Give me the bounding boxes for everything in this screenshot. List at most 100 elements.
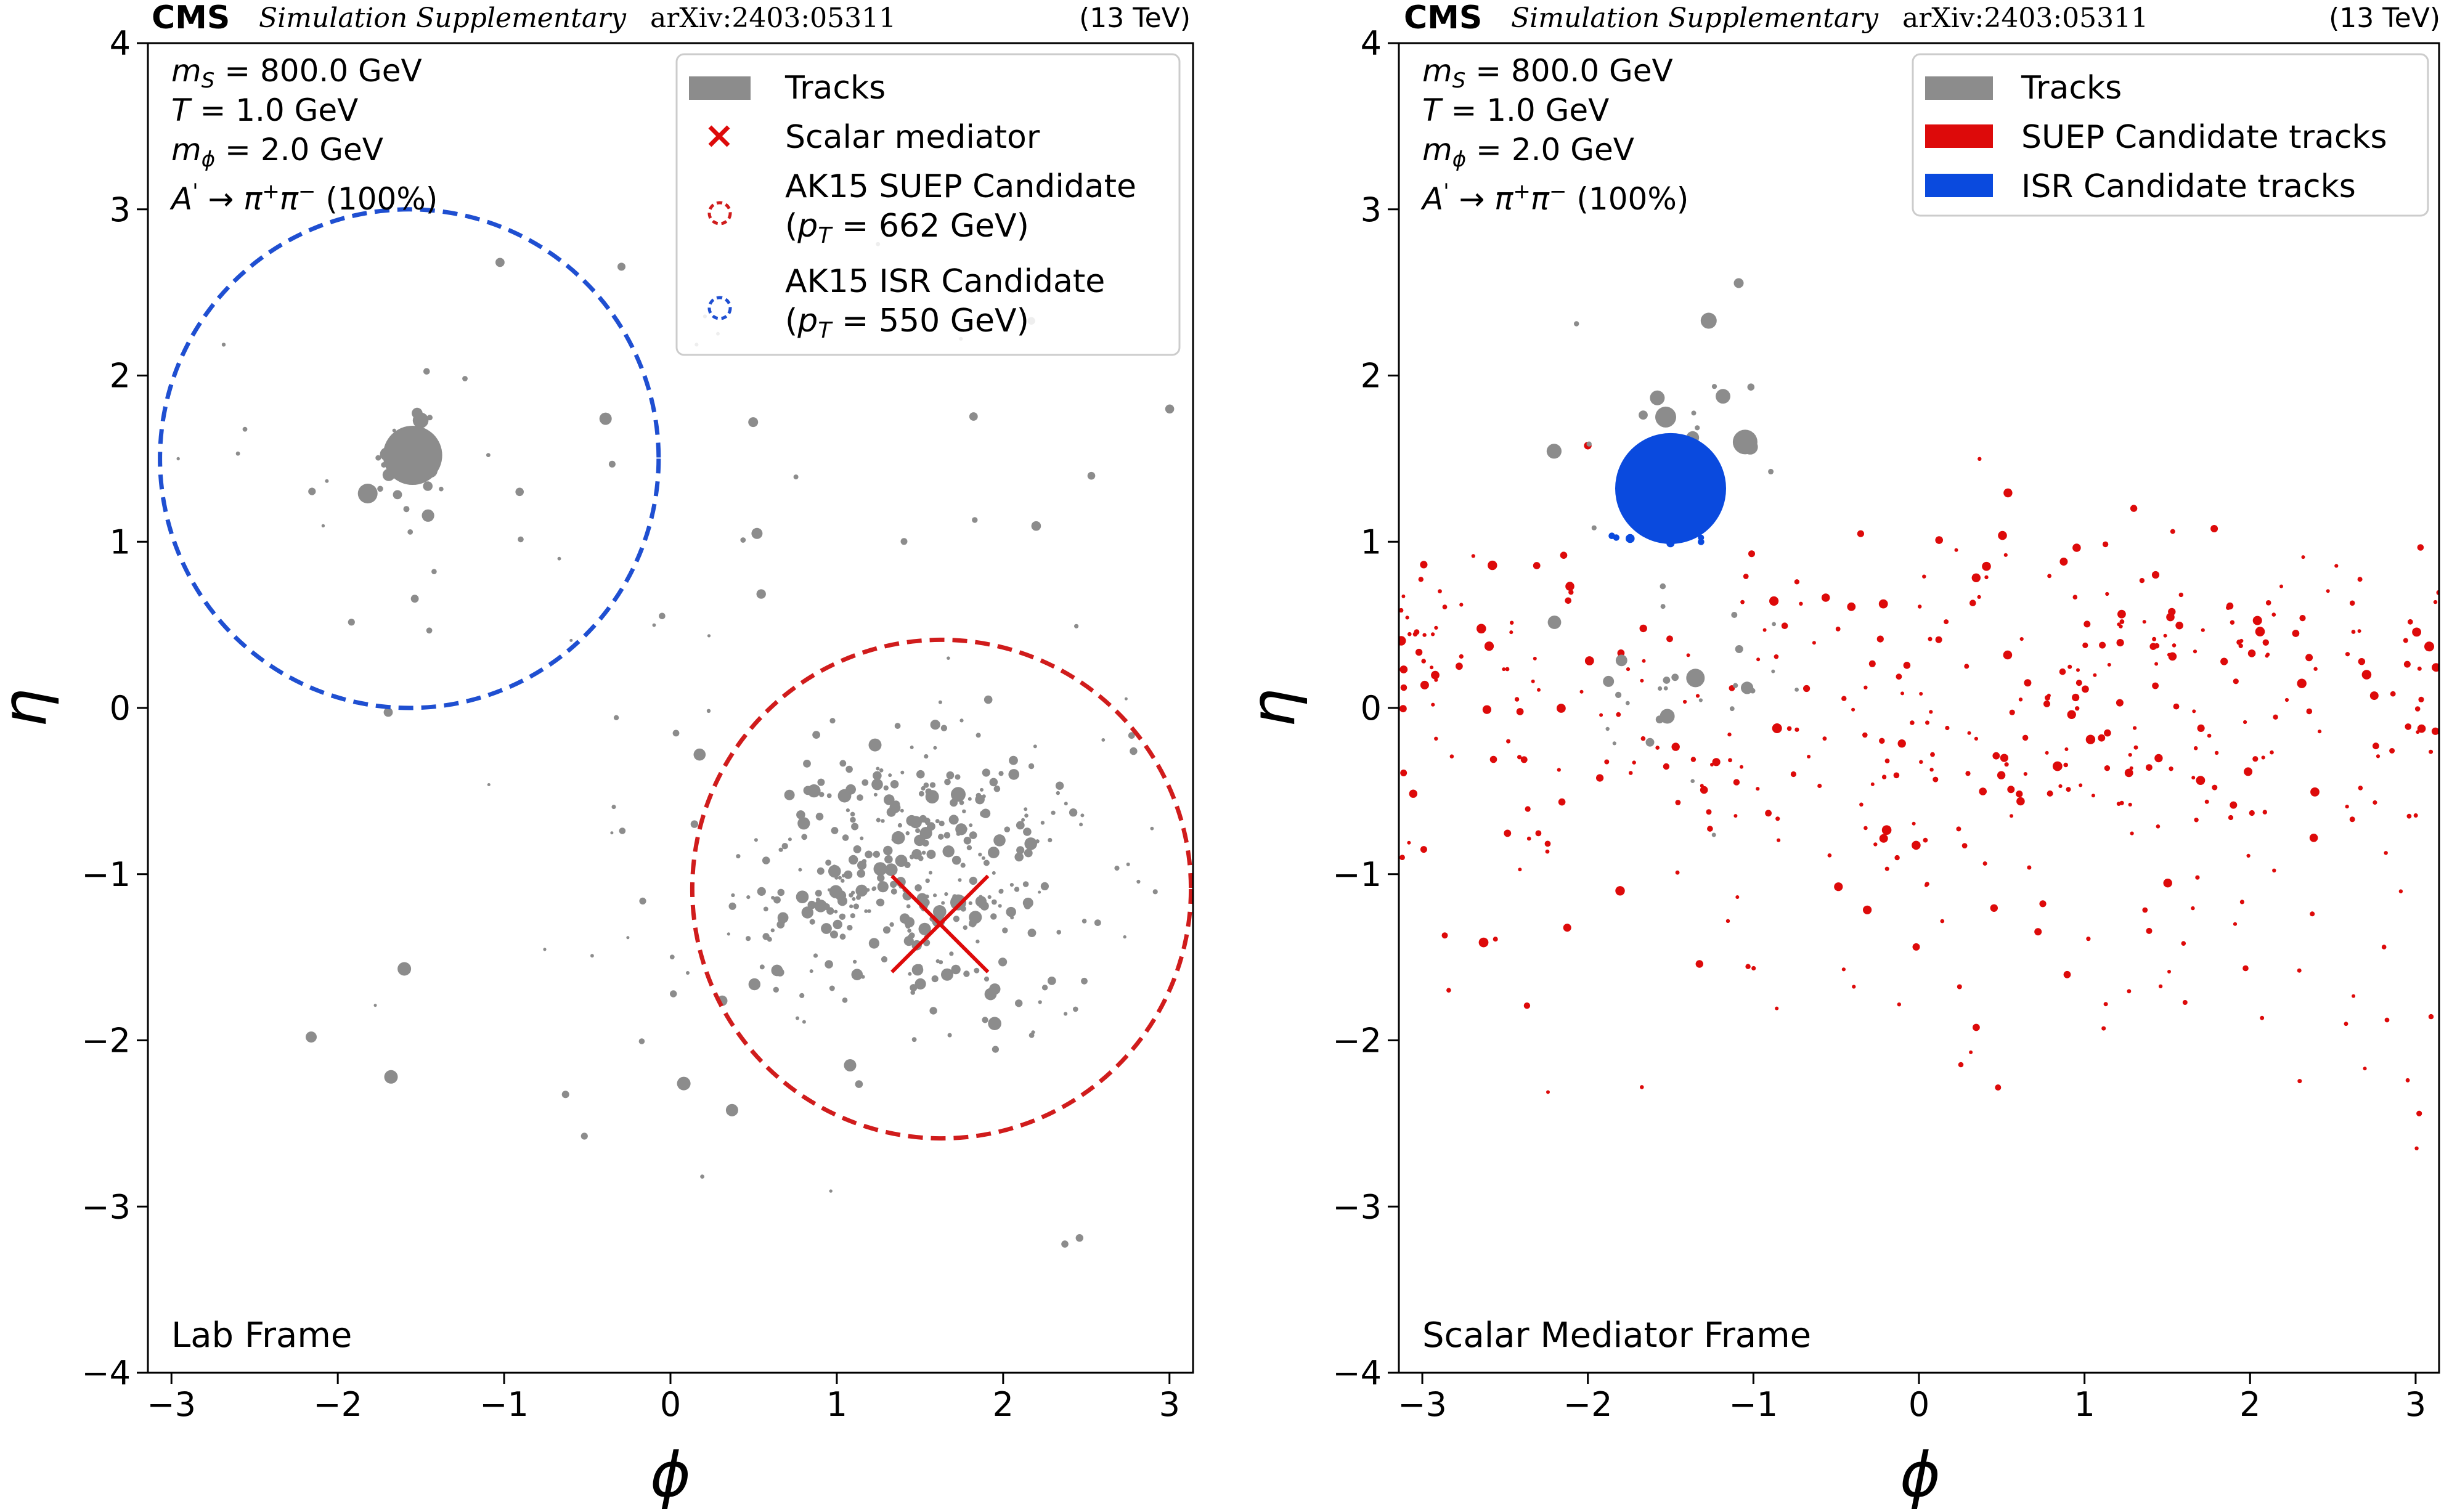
suep-candidate-track xyxy=(2373,800,2377,805)
track-point xyxy=(423,368,430,375)
track-point xyxy=(801,906,814,919)
x-axis: −3 −2 −1 0 1 2 3 xyxy=(147,1373,1180,1424)
track-point xyxy=(1022,881,1029,887)
suep-candidate-track xyxy=(2045,750,2049,755)
suep-candidate-track xyxy=(1414,629,1420,635)
suep-candidate-track xyxy=(1615,886,1625,896)
track-point xyxy=(1021,818,1025,822)
suep-candidate-track xyxy=(1868,660,1876,667)
suep-candidate-track xyxy=(2019,637,2024,641)
suep-candidate-track xyxy=(2249,810,2255,816)
track-point xyxy=(850,890,855,895)
suep-candidate-track xyxy=(2228,815,2234,821)
suep-candidate-track xyxy=(2326,589,2330,593)
track-point xyxy=(868,738,882,752)
suep-candidate-track xyxy=(2310,787,2320,797)
suep-candidate-track xyxy=(2260,1015,2265,1020)
legend-tracks-swatch xyxy=(1925,76,1993,100)
track-point xyxy=(383,707,393,717)
track-point xyxy=(829,1189,833,1193)
suep-candidate-track xyxy=(2416,730,2420,734)
suep-candidate-track xyxy=(1509,630,1513,635)
suep-candidate-track xyxy=(2043,700,2050,707)
suep-candidate-track xyxy=(1640,1085,1644,1089)
suep-candidate-track xyxy=(2139,578,2145,583)
suep-candidate-track xyxy=(1434,678,1438,682)
y-tick-label: 3 xyxy=(110,190,131,229)
track-point xyxy=(1605,726,1610,731)
track-point xyxy=(963,970,970,977)
track-point xyxy=(321,524,325,527)
info-ms: mS = 800.0 GeV xyxy=(171,53,422,93)
suep-candidate-track xyxy=(2433,600,2438,604)
suep-candidate-track xyxy=(2363,1067,2367,1071)
suep-candidate-track xyxy=(1935,536,1943,544)
track-point xyxy=(993,785,1001,792)
track-point xyxy=(837,876,842,880)
track-point xyxy=(967,797,972,801)
track-point xyxy=(773,896,781,904)
suep-candidate-track xyxy=(1558,798,1566,806)
y-tick-label: −2 xyxy=(1332,1022,1382,1060)
track-point xyxy=(951,964,961,975)
x-tick-label: 2 xyxy=(2239,1385,2260,1424)
track-point xyxy=(619,827,626,834)
suep-candidate-track xyxy=(1666,635,1673,643)
legend-isr-label: AK15 ISR Candidate xyxy=(785,263,1105,300)
track-point xyxy=(933,746,937,750)
track-point xyxy=(857,860,867,870)
info-decay: A' → π+π− (100%) xyxy=(169,179,438,217)
track-point xyxy=(980,901,989,911)
suep-candidate-track xyxy=(2358,786,2363,791)
suep-candidate-track xyxy=(1803,685,1811,693)
track-point xyxy=(853,903,860,909)
suep-candidate-track xyxy=(2058,784,2063,788)
track-point xyxy=(855,1080,863,1088)
suep-candidate-track xyxy=(2163,633,2167,638)
suep-candidate-track xyxy=(1604,759,1610,765)
suep-candidate-track xyxy=(2246,853,2251,858)
suep-candidate-track xyxy=(1504,829,1512,837)
track-point xyxy=(1165,404,1175,414)
suep-candidate-track xyxy=(1400,684,1407,691)
track-point xyxy=(659,612,666,620)
suep-candidate-track xyxy=(1847,602,1856,611)
track-point xyxy=(626,936,630,940)
info-t: T = 1.0 GeV xyxy=(1422,92,1609,128)
legend-suep-circle-icon xyxy=(707,201,732,226)
track-point xyxy=(923,782,929,788)
track-point xyxy=(849,855,858,865)
suep-candidate-track xyxy=(1700,784,1704,788)
suep-candidate-track xyxy=(1923,837,1928,843)
suep-candidate-track xyxy=(2406,813,2412,819)
track-point xyxy=(1612,741,1616,746)
track-point xyxy=(939,820,945,827)
track-point xyxy=(652,623,656,627)
suep-candidate-track xyxy=(1971,573,1981,582)
track-point xyxy=(988,1017,1001,1030)
track-point xyxy=(990,913,997,920)
suep-candidate-track xyxy=(1489,755,1497,763)
track-point xyxy=(943,832,951,839)
isr-candidate-track xyxy=(1615,433,1726,544)
track-point xyxy=(976,792,982,799)
legend: Tracks SUEP Candidate tracks ISR Candida… xyxy=(1912,53,2429,217)
suep-candidate-track xyxy=(2091,794,2095,798)
suep-candidate-track xyxy=(2414,706,2421,712)
y-tick-label: 2 xyxy=(1361,357,1382,396)
track-point xyxy=(1024,902,1032,909)
suep-candidate-track xyxy=(2424,641,2434,652)
track-point xyxy=(873,792,878,797)
track-point xyxy=(462,376,468,381)
track-point xyxy=(1660,709,1675,724)
track-point xyxy=(921,786,926,791)
suep-candidate-track xyxy=(1478,937,1489,948)
track-point xyxy=(949,951,954,956)
track-point xyxy=(830,930,838,939)
suep-candidate-track xyxy=(1640,736,1646,741)
y-tick-label: −2 xyxy=(81,1022,131,1060)
track-point xyxy=(976,939,980,944)
track-point xyxy=(639,897,646,904)
track-point xyxy=(1014,852,1024,862)
suep-candidate-track xyxy=(2133,745,2138,750)
